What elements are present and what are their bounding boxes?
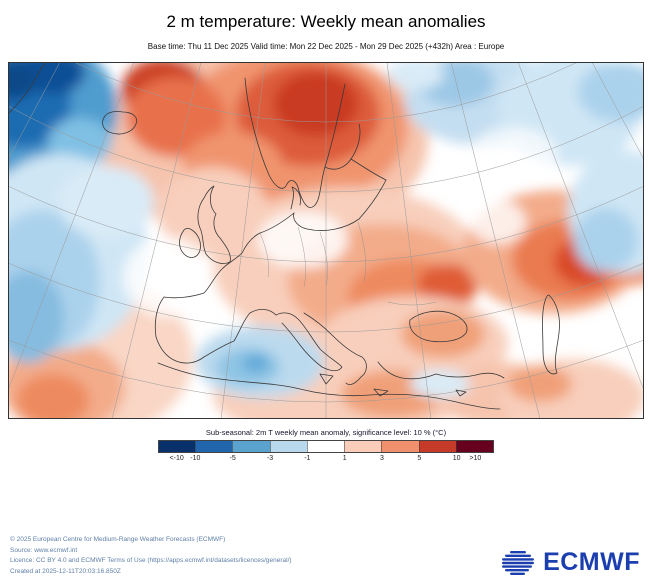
legend: Sub-seasonal: 2m T weekly mean anomaly, … xyxy=(0,428,652,465)
legend-title: Sub-seasonal: 2m T weekly mean anomaly, … xyxy=(205,428,447,437)
footer-source: Source: www.ecmwf.int xyxy=(10,546,78,554)
page-title: 2 m temperature: Weekly mean anomalies xyxy=(166,12,486,31)
coastlines xyxy=(8,62,560,410)
anomaly-shading xyxy=(8,62,644,419)
ecmwf-logo: ECMWF xyxy=(500,548,640,577)
footer-attribution: © 2025 European Centre for Medium-Range … xyxy=(10,535,292,577)
ecmwf-logo-icon xyxy=(502,550,535,575)
footer-created: Created at 2025-12-11T20:03:16.850Z xyxy=(10,567,121,575)
footer: © 2025 European Centre for Medium-Range … xyxy=(10,535,640,577)
country-borders xyxy=(259,221,437,306)
colorbar-labels: <-10 -10 -5 -3 -1 1 3 5 10 >10 xyxy=(169,455,482,462)
anomaly-map xyxy=(8,62,644,419)
ecmwf-anomaly-figure: 2 m temperature: Weekly mean anomalies B… xyxy=(0,12,652,576)
figure-subtitle: Base time: Thu 11 Dec 2025 Valid time: M… xyxy=(147,42,505,51)
anomaly-map-canvas xyxy=(8,62,644,419)
footer-copyright: © 2025 European Centre for Medium-Range … xyxy=(10,536,226,544)
footer-licence: Licence: CC BY 4.0 and ECMWF Terms of Us… xyxy=(10,557,292,565)
graticule xyxy=(8,62,644,419)
ecmwf-logo-text: ECMWF xyxy=(543,548,640,576)
colorbar xyxy=(158,440,494,453)
